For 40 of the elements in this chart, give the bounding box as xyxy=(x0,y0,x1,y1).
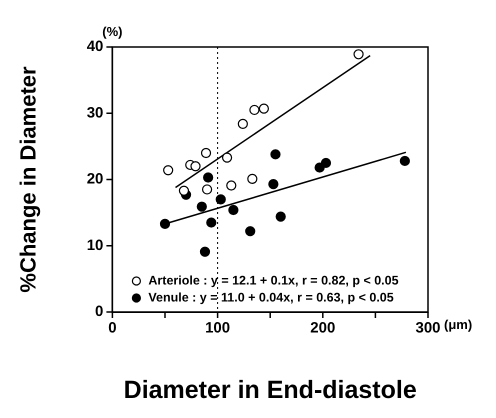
point xyxy=(226,180,236,191)
y-tick-label: 30 xyxy=(86,104,104,122)
y-tick-label: 10 xyxy=(86,236,104,254)
point xyxy=(190,161,201,172)
x-tick-label: 0 xyxy=(108,320,117,337)
point xyxy=(200,246,210,257)
point xyxy=(196,202,207,212)
point xyxy=(206,217,216,228)
point xyxy=(320,158,332,168)
point xyxy=(245,226,256,236)
point xyxy=(202,184,212,195)
point xyxy=(203,172,214,183)
point xyxy=(270,149,281,160)
legend-label: Arteriole : y = 12.1 + 0.1x, r = 0.82, p < 0.05 xyxy=(148,273,399,288)
point xyxy=(222,152,232,163)
point xyxy=(353,49,364,60)
point xyxy=(258,104,269,114)
point xyxy=(249,104,260,116)
x-axis-title: Diameter in End-diastole xyxy=(124,376,417,404)
point xyxy=(238,118,248,129)
x-tick-label: 100 xyxy=(205,320,230,337)
point xyxy=(216,194,226,204)
text: (μm) xyxy=(444,317,472,332)
y-tick-label: 40 xyxy=(86,38,104,56)
point xyxy=(160,218,170,229)
point xyxy=(163,165,174,176)
point xyxy=(200,148,212,158)
x-tick-label: 300 xyxy=(415,320,441,337)
point xyxy=(400,156,410,166)
point xyxy=(268,179,278,190)
y-tick-label: 0 xyxy=(95,303,104,320)
y-tick-label: 20 xyxy=(86,170,104,188)
legend-label: Venule : y = 11.0 + 0.04x, r = 0.63, p < 0.05 xyxy=(148,290,394,304)
point xyxy=(228,204,238,216)
y-axis-title: %Change in Diameter xyxy=(15,66,40,293)
point xyxy=(276,212,286,222)
point xyxy=(247,174,258,184)
text: (%) xyxy=(102,24,123,40)
point xyxy=(178,186,190,196)
x-tick-label: 200 xyxy=(310,320,336,337)
